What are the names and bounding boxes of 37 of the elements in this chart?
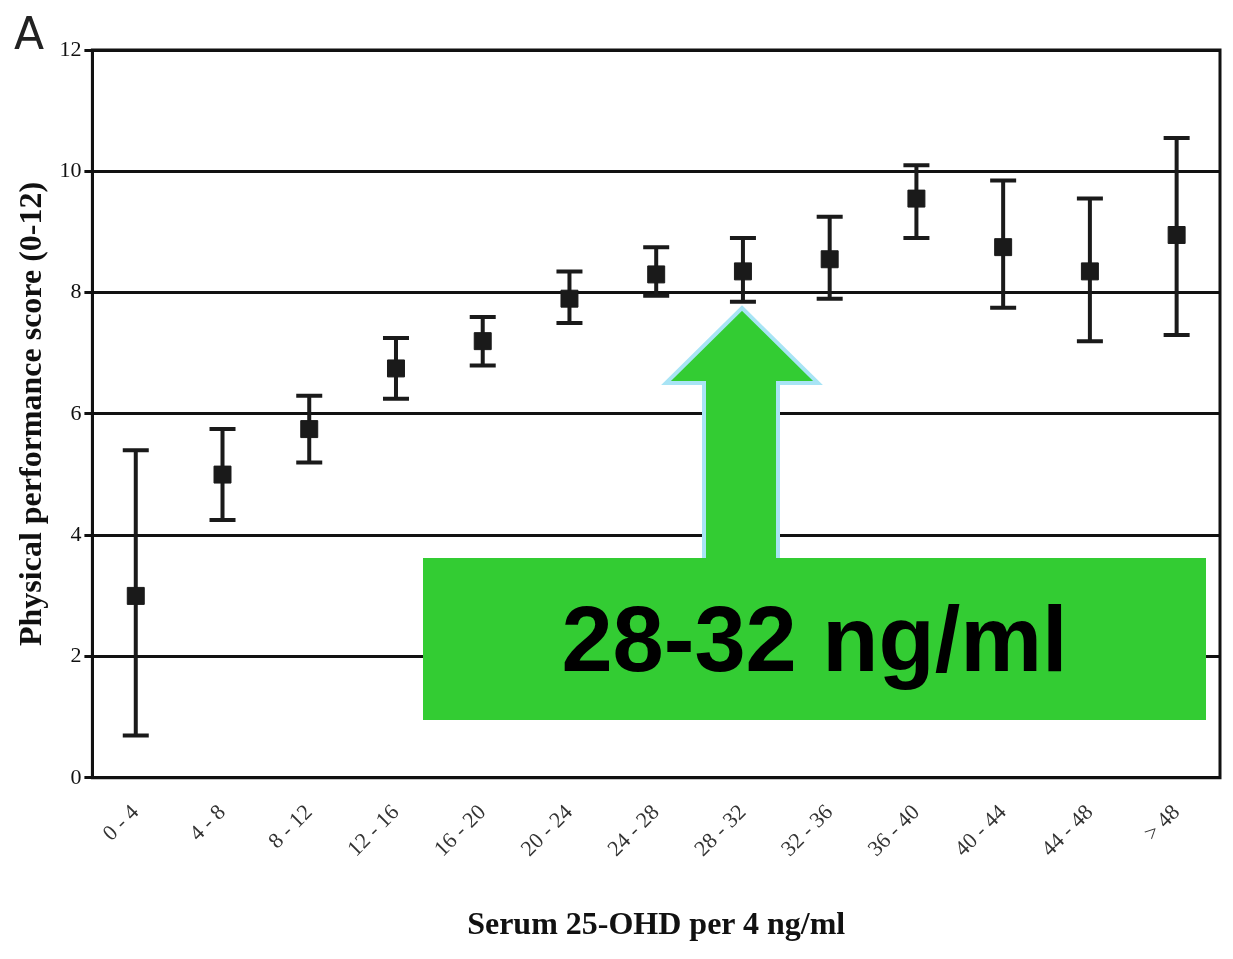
point [647, 265, 666, 284]
point [820, 250, 839, 269]
y-tick-label: 0 [70, 763, 82, 789]
x-tick-label: 12 - 16 [341, 799, 404, 861]
x-tick-label: 20 - 24 [515, 799, 578, 861]
annotation: 28-32 ng/ml [423, 558, 1206, 720]
x-tick-label: 44 - 48 [1035, 799, 1098, 861]
y-tick-label: 4 [70, 521, 82, 547]
y-tick-label: 6 [70, 399, 82, 425]
point [733, 262, 752, 281]
point [994, 238, 1013, 257]
point [126, 586, 145, 605]
point [473, 332, 492, 351]
x-axis-title: Serum 25-OHD per 4 ng/ml [467, 905, 846, 942]
y-tick-label: 8 [70, 278, 82, 304]
point [560, 289, 579, 308]
point [213, 465, 232, 484]
y-axis-title: Physical performance score (0-12) [12, 181, 49, 647]
x-tick-label: 0 - 4 [97, 799, 144, 846]
y-tick-label: 12 [59, 35, 82, 61]
point [387, 359, 405, 378]
point [1167, 226, 1186, 244]
y-tick-label: 10 [59, 157, 82, 183]
point [907, 189, 926, 208]
y-tick-label: 2 [70, 642, 82, 668]
x-tick-label: 36 - 40 [862, 799, 925, 861]
x-tick-label: 40 - 44 [949, 799, 1011, 861]
text: A [14, 8, 45, 59]
x-tick-label: 28 - 32 [688, 799, 751, 861]
point [300, 420, 319, 439]
x-tick-label: 16 - 20 [428, 799, 491, 861]
x-tick-label: 8 - 12 [262, 799, 317, 854]
x-tick-label: 4 - 8 [183, 799, 231, 846]
point [1080, 262, 1099, 281]
x-tick-label: > 48 [1138, 799, 1185, 846]
x-tick-label: 32 - 36 [775, 799, 838, 861]
x-tick-label: 24 - 28 [602, 799, 664, 861]
